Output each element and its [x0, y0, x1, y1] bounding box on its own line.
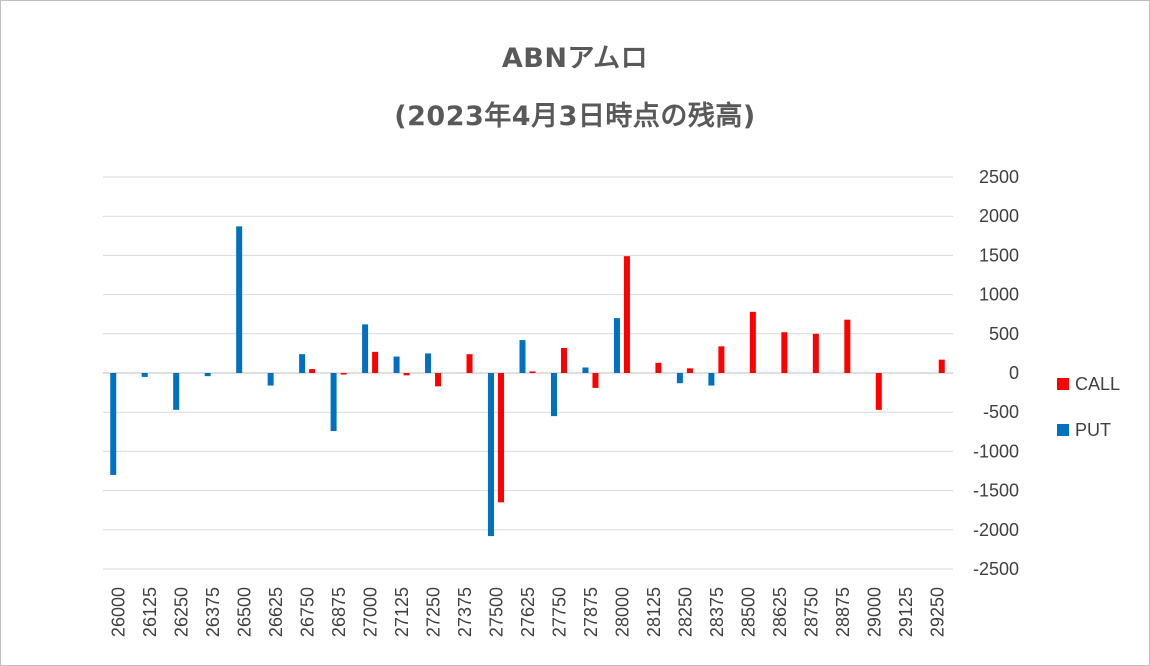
x-tick-label: 28375	[707, 587, 727, 637]
x-tick-label: 27875	[581, 587, 601, 637]
bar-put-26375	[204, 373, 211, 377]
x-tick-label: 28750	[801, 587, 821, 637]
y-tick-label: 500	[989, 324, 1019, 344]
bar-put-26125	[141, 373, 148, 377]
bar-call-28875	[844, 319, 851, 373]
y-tick-label: 1500	[979, 245, 1019, 265]
x-tick-label: 29125	[896, 587, 916, 637]
bar-put-26250	[173, 373, 180, 410]
bar-call-27250	[435, 373, 442, 387]
chart-subtitle: (2023年4月3日時点の残高)	[394, 101, 756, 132]
bar-call-27625	[529, 371, 536, 373]
bar-call-28375	[718, 346, 725, 373]
bar-call-28500	[749, 311, 756, 373]
y-tick-label: 2500	[979, 167, 1019, 187]
legend-swatch-call	[1057, 378, 1069, 390]
bar-call-28000	[623, 256, 630, 373]
x-tick-label: 27375	[455, 587, 475, 637]
legend: CALL PUT	[1057, 374, 1120, 440]
bar-put-26000	[110, 373, 117, 475]
bar-put-28250	[676, 373, 683, 384]
x-tick-label: 27250	[424, 587, 444, 637]
bar-call-27375	[466, 354, 473, 373]
bar-put-27000	[362, 324, 369, 373]
bar-call-27875	[592, 373, 599, 388]
y-tick-label: -1000	[973, 441, 1019, 461]
x-tick-label: 28250	[675, 587, 695, 637]
bar-call-29000	[875, 373, 882, 410]
bar-call-29250	[938, 359, 945, 373]
bar-call-27500	[498, 373, 505, 503]
x-axis-ticks: 26000 26125 26250 26375 26500 26625 26750 26875…	[109, 587, 948, 637]
x-tick-label: 29000	[864, 587, 884, 637]
bar-call-27125	[403, 373, 410, 376]
bar-put-27125	[393, 356, 400, 373]
x-tick-label: 26875	[329, 587, 349, 637]
bar-call-27750	[560, 347, 567, 373]
x-tick-label: 28000	[612, 587, 632, 637]
y-tick-label: -2500	[973, 559, 1019, 579]
x-tick-label: 28625	[770, 587, 790, 637]
bar-put-27250	[425, 353, 432, 373]
y-tick-label: 0	[1009, 363, 1019, 383]
x-tick-label: 26500	[235, 587, 255, 637]
x-tick-label: 27500	[487, 587, 507, 637]
x-tick-label: 28125	[644, 587, 664, 637]
bar-call-27000	[372, 351, 379, 373]
x-tick-label: 28875	[833, 587, 853, 637]
x-tick-label: 26250	[172, 587, 192, 637]
x-tick-label: 27000	[361, 587, 381, 637]
bar-call-26875	[340, 373, 347, 375]
bar-call-26750	[309, 369, 316, 373]
bar-put-28375	[708, 373, 715, 386]
bar-put-26875	[330, 373, 337, 432]
y-tick-label: -2000	[973, 520, 1019, 540]
bars	[110, 226, 945, 537]
bar-put-27625	[519, 340, 526, 373]
bar-put-26625	[267, 373, 274, 386]
bar-call-28625	[781, 332, 788, 373]
gridlines	[103, 176, 953, 570]
legend-swatch-put	[1057, 424, 1069, 436]
legend-label-put: PUT	[1075, 420, 1111, 440]
bar-put-27500	[488, 373, 495, 537]
x-tick-label: 26625	[266, 587, 286, 637]
x-tick-label: 26125	[140, 587, 160, 637]
bar-put-26750	[299, 354, 306, 373]
x-tick-label: 26000	[109, 587, 129, 637]
y-tick-label: 2000	[979, 206, 1019, 226]
bar-put-27750	[550, 373, 557, 417]
x-tick-label: 29250	[927, 587, 947, 637]
legend-label-call: CALL	[1075, 374, 1120, 394]
chart-title: ABNアムロ	[501, 43, 649, 74]
x-tick-label: 27750	[549, 587, 569, 637]
bar-call-28250	[686, 368, 693, 373]
bar-call-28125	[655, 362, 662, 373]
x-tick-label: 28500	[738, 587, 758, 637]
x-tick-label: 27625	[518, 587, 538, 637]
y-tick-label: -1500	[973, 481, 1019, 501]
bar-put-28000	[613, 318, 620, 373]
y-tick-label: -500	[983, 402, 1019, 422]
bar-put-26500	[236, 226, 243, 373]
bar-put-27875	[582, 367, 589, 373]
y-tick-label: 1000	[979, 285, 1019, 305]
x-tick-label: 27125	[392, 587, 412, 637]
y-axis-ticks: 2500 2000 1500 1000 500 0 -500 -1000 -1500 -2000 -…	[973, 167, 1019, 579]
x-tick-label: 26750	[298, 587, 318, 637]
x-tick-label: 26375	[203, 587, 223, 637]
bar-call-28750	[812, 333, 819, 373]
